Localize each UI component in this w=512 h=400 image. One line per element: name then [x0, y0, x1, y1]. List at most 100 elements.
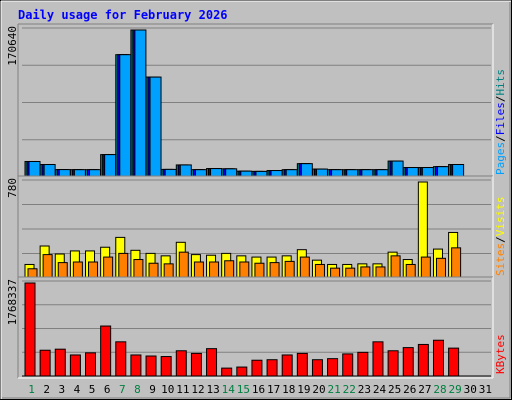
bar-kbytes-day-5	[85, 352, 97, 377]
bar-kbytes-day-18	[281, 354, 293, 377]
bar-kbytes-day-9	[145, 355, 157, 377]
bar-kbytes-day-15	[236, 366, 248, 377]
bar-kbytes-day-17	[266, 359, 278, 377]
bar-sites-day-27	[420, 256, 431, 279]
bar-pages-day-6	[104, 154, 117, 178]
bar-sites-day-11	[178, 251, 189, 279]
bar-kbytes-day-13	[206, 348, 218, 377]
bar-pages-day-25	[391, 160, 404, 178]
bar-pages-day-1	[28, 160, 41, 178]
day-label-4: 4	[74, 383, 81, 396]
bar-kbytes-day-11	[175, 350, 187, 377]
day-label-9: 9	[149, 383, 156, 396]
bar-kbytes-day-22	[342, 353, 354, 377]
bar-sites-day-8	[133, 259, 144, 279]
panel-visits: 780 Sites/Visits	[6, 175, 507, 281]
bar-sites-day-3	[57, 262, 68, 279]
panels: 170640Pages/Files/Hits780Sites/Visits176…	[6, 23, 507, 379]
bar-kbytes-day-8	[130, 354, 142, 377]
day-label-5: 5	[89, 383, 96, 396]
series-pages	[28, 29, 465, 178]
day-label-6: 6	[104, 383, 111, 396]
bar-kbytes-day-26	[402, 347, 414, 377]
bar-sites-day-12	[193, 261, 204, 279]
bar-kbytes-day-4	[69, 354, 81, 377]
bar-kbytes-day-7	[115, 341, 127, 377]
day-label-12: 12	[191, 383, 204, 396]
bar-pages-day-2	[43, 164, 56, 178]
bar-sites-day-16	[254, 262, 265, 279]
bar-kbytes-day-12	[190, 352, 202, 377]
day-label-15: 15	[237, 383, 250, 396]
panel-visits-ymax-label: 780	[6, 178, 19, 198]
day-label-18: 18	[282, 383, 295, 396]
bar-kbytes-day-21	[327, 358, 339, 377]
bar-sites-day-7	[118, 252, 129, 279]
bar-sites-day-24	[375, 266, 386, 279]
day-label-2: 2	[43, 383, 50, 396]
bar-sites-day-15	[239, 261, 250, 279]
day-label-3: 3	[59, 383, 66, 396]
bar-kbytes-day-24	[372, 341, 384, 377]
day-label-7: 7	[119, 383, 126, 396]
day-label-20: 20	[312, 383, 325, 396]
bar-pages-day-11	[179, 164, 192, 178]
day-label-31: 31	[479, 383, 492, 396]
series-kbytes	[24, 282, 460, 377]
day-label-13: 13	[206, 383, 219, 396]
legend-visits-0: Sites	[494, 243, 507, 276]
bar-sites-day-14	[224, 260, 235, 279]
panel-hits-bg	[18, 24, 493, 179]
bar-sites-day-28	[435, 257, 446, 279]
day-label-11: 11	[176, 383, 189, 396]
bar-sites-day-19	[299, 256, 310, 279]
day-label-26: 26	[403, 383, 416, 396]
bar-kbytes-day-3	[54, 348, 66, 377]
bar-kbytes-day-19	[296, 352, 308, 377]
bar-kbytes-day-6	[100, 325, 112, 377]
day-label-8: 8	[134, 383, 141, 396]
day-label-25: 25	[388, 383, 401, 396]
panel-kbytes: 1768337 KBytes	[6, 276, 507, 379]
bar-kbytes-day-23	[357, 351, 369, 377]
day-label-14: 14	[222, 383, 236, 396]
bar-pages-day-29	[452, 164, 465, 178]
chart-title: Daily usage for February 2026	[18, 8, 228, 22]
legend-hits-2: Files	[494, 102, 507, 135]
bar-sites-day-2	[42, 254, 53, 279]
legend-hits-3: /	[494, 96, 507, 103]
bar-sites-day-6	[103, 256, 114, 279]
bar-pages-day-9	[149, 76, 162, 178]
day-label-21: 21	[328, 383, 341, 396]
bar-kbytes-day-14	[221, 367, 233, 377]
legend-kbytes-0: KBytes	[494, 334, 507, 374]
bar-pages-day-28	[436, 166, 449, 178]
day-label-23: 23	[358, 383, 371, 396]
bar-sites-day-29	[451, 247, 462, 279]
day-label-10: 10	[161, 383, 174, 396]
legend-hits-0: Pages	[494, 142, 507, 175]
bar-sites-day-17	[269, 262, 280, 279]
bar-pages-day-8	[134, 29, 147, 178]
bar-kbytes-day-2	[39, 349, 51, 377]
bar-kbytes-day-27	[417, 343, 429, 377]
day-label-30: 30	[464, 383, 477, 396]
bar-kbytes-day-20	[311, 359, 323, 377]
bar-kbytes-day-16	[251, 359, 263, 377]
bar-sites-day-10	[163, 263, 174, 279]
day-label-28: 28	[433, 383, 446, 396]
day-label-22: 22	[343, 383, 356, 396]
bar-sites-day-25	[390, 255, 401, 279]
day-label-19: 19	[297, 383, 310, 396]
bar-kbytes-day-28	[432, 339, 444, 377]
bar-kbytes-day-25	[387, 350, 399, 377]
day-label-1: 1	[28, 383, 35, 396]
bar-sites-day-13	[209, 261, 220, 279]
legend-hits-4: Hits	[494, 69, 507, 96]
panel-hits-ymax-label: 170640	[6, 26, 19, 66]
bar-pages-day-7	[119, 54, 132, 178]
day-label-27: 27	[418, 383, 431, 396]
bar-sites-day-9	[148, 262, 159, 279]
